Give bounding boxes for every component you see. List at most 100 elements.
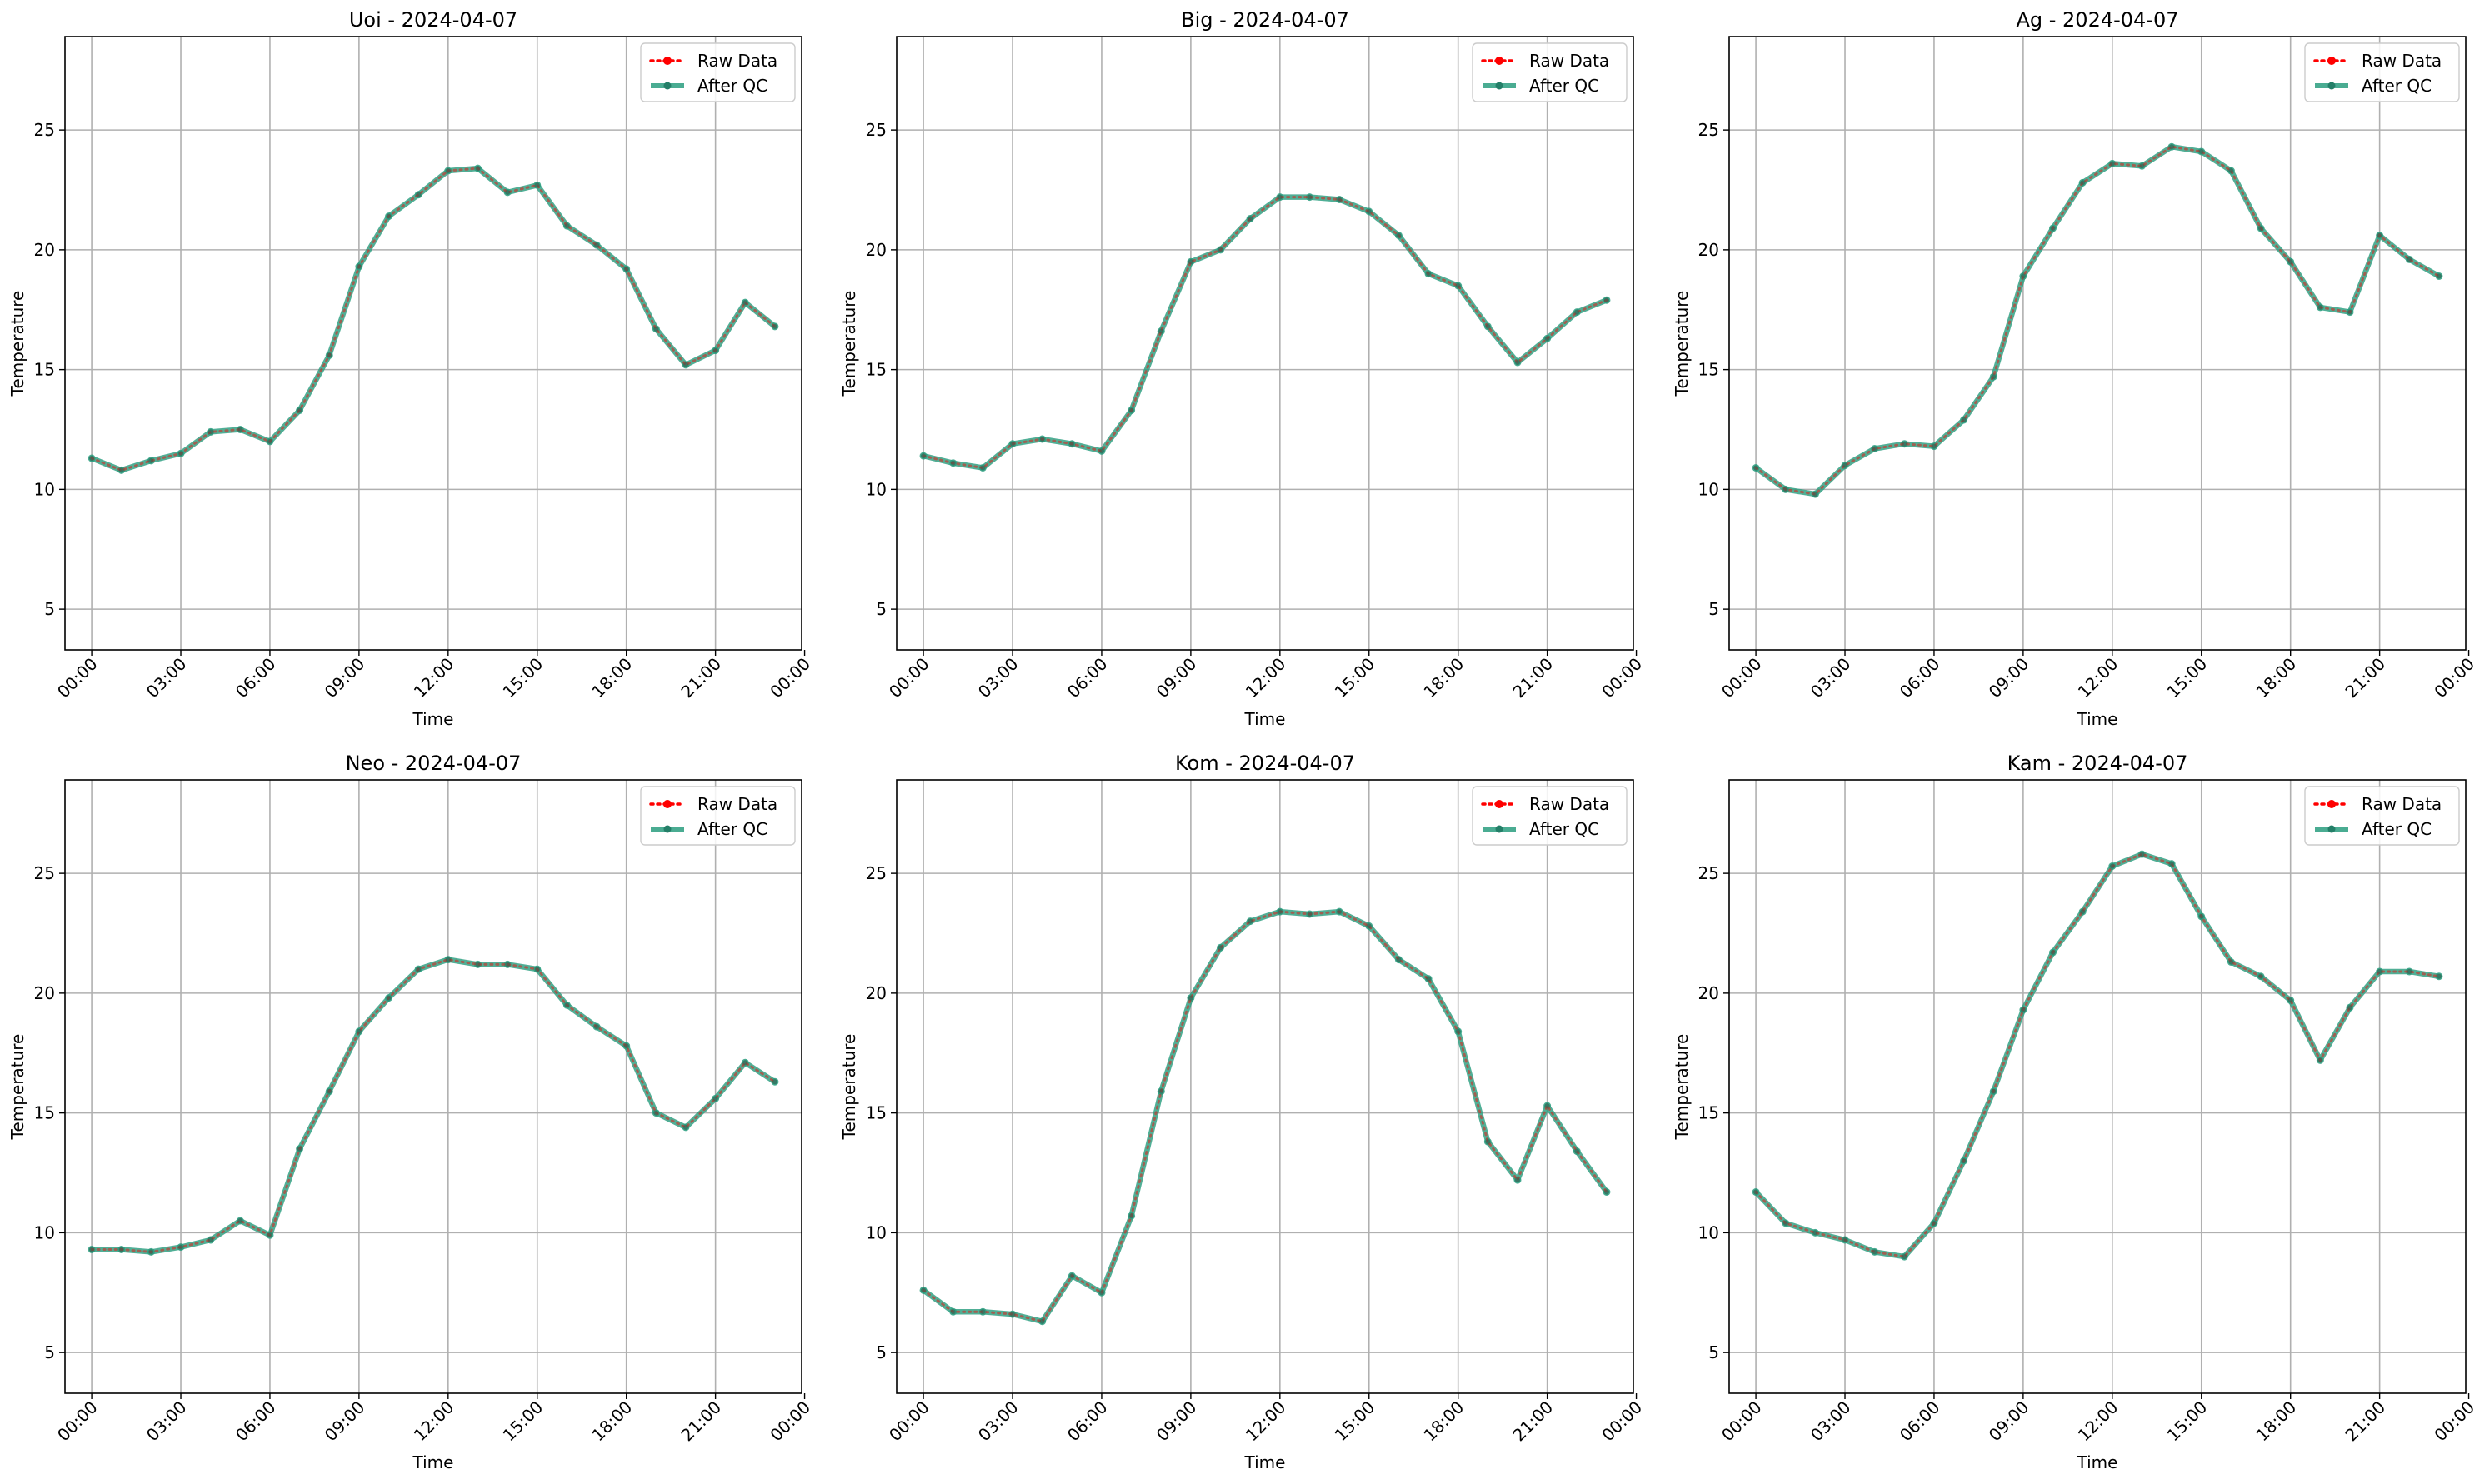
raw-data-point <box>475 962 481 967</box>
x-tick-label: 21:00 <box>677 654 725 702</box>
y-tick-label: 25 <box>1698 863 1719 883</box>
series-line-after-qc <box>88 165 778 473</box>
raw-data-point <box>475 166 481 172</box>
raw-data-point <box>1307 912 1312 917</box>
x-tick-label: 09:00 <box>1152 1397 1201 1446</box>
y-tick-label: 15 <box>1698 1103 1719 1123</box>
raw-data-point <box>1158 328 1164 334</box>
raw-data-point <box>386 213 392 219</box>
raw-data-point <box>1485 1139 1491 1145</box>
x-tick-label: 12:00 <box>410 654 458 702</box>
y-tick-label: 15 <box>34 360 55 380</box>
raw-data-point <box>2318 1057 2323 1063</box>
legend-raw-data-marker <box>663 57 672 65</box>
raw-data-point <box>2050 950 2056 955</box>
raw-data-point <box>2407 257 2412 262</box>
raw-data-point <box>1039 1318 1045 1324</box>
legend: Raw Data After QC <box>1472 42 1628 102</box>
x-tick-label: 15:00 <box>2163 654 2212 702</box>
y-tick-label: 10 <box>1698 1222 1719 1242</box>
raw-data-point <box>297 407 302 413</box>
x-tick-label: 15:00 <box>1331 1397 1379 1446</box>
raw-data-point <box>2347 309 2352 315</box>
raw-data-point <box>386 995 392 1001</box>
raw-data-point <box>445 168 451 173</box>
raw-data-point <box>267 438 272 444</box>
raw-data-point <box>118 1247 124 1252</box>
chart-panel-4: 5 10 15 20 25 00:00 03:00 06:00 09:00 12:00 15:00 1… <box>8 752 814 1472</box>
x-tick-label: 03:00 <box>1807 1397 1855 1446</box>
raw-data-point <box>1337 197 1342 202</box>
raw-data-point <box>2050 226 2056 231</box>
series-line-after-qc <box>88 957 778 1255</box>
legend-label-after-qc: After QC <box>698 819 768 839</box>
y-tick-label: 20 <box>34 240 55 260</box>
series-line-raw-data <box>90 958 777 1253</box>
raw-data-point <box>653 1110 659 1116</box>
legend-label-after-qc: After QC <box>2362 76 2432 96</box>
legend-after-qc-marker <box>1495 825 1503 833</box>
x-tick-label: 12:00 <box>2074 654 2122 702</box>
x-tick-label: 15:00 <box>1331 654 1379 702</box>
raw-data-point <box>2288 997 2293 1003</box>
raw-data-point <box>505 962 511 967</box>
chart-panel-1: 5 10 15 20 25 00:00 03:00 06:00 09:00 12:00 15:00 1… <box>8 8 814 729</box>
x-tick-label: 03:00 <box>1807 654 1855 702</box>
raw-data-point <box>1931 1220 1937 1226</box>
x-tick-label: 12:00 <box>1242 1397 1290 1446</box>
raw-data-point <box>1158 1088 1164 1094</box>
plot-area-frame <box>1728 779 2467 1394</box>
legend-label-after-qc: After QC <box>1529 76 1599 96</box>
x-tick-label: 18:00 <box>2252 1397 2301 1446</box>
chart-panel-6: 5 10 15 20 25 00:00 03:00 06:00 09:00 12:00 15:00 1… <box>1672 752 2478 1472</box>
raw-data-point <box>2377 232 2382 238</box>
legend: Raw Data After QC <box>640 42 796 102</box>
legend: Raw Data After QC <box>2304 786 2460 846</box>
x-axis-label: Time <box>2077 1452 2118 1472</box>
raw-data-point <box>623 1043 629 1049</box>
raw-data-point <box>1544 1103 1550 1108</box>
x-tick-label: 00:00 <box>1598 654 1646 702</box>
raw-data-point <box>1842 1237 1848 1242</box>
raw-data-point <box>2436 273 2442 279</box>
x-axis-label: Time <box>412 1452 454 1472</box>
raw-data-point <box>1812 492 1818 497</box>
x-tick-label: 06:00 <box>232 1397 280 1446</box>
raw-data-point <box>1248 918 1253 924</box>
raw-data-point <box>594 242 600 248</box>
raw-data-point <box>1961 1158 1967 1164</box>
y-tick-label: 20 <box>866 240 887 260</box>
y-tick-label: 5 <box>1708 599 1719 619</box>
raw-data-point <box>2436 973 2442 979</box>
raw-data-point <box>1931 443 1937 449</box>
raw-data-point <box>2080 909 2086 915</box>
x-tick-label: 03:00 <box>974 654 1022 702</box>
x-tick-label: 18:00 <box>2252 654 2301 702</box>
x-tick-label: 09:00 <box>321 1397 369 1446</box>
raw-data-point <box>1010 1312 1016 1317</box>
raw-data-point <box>2318 304 2323 310</box>
raw-data-point <box>1574 309 1580 315</box>
x-tick-label: 09:00 <box>1152 654 1201 702</box>
raw-data-point <box>2258 226 2264 231</box>
raw-data-point <box>1188 259 1193 265</box>
x-tick-label: 12:00 <box>410 1397 458 1446</box>
legend-raw-data-marker <box>1495 800 1503 808</box>
raw-data-point <box>1128 407 1134 413</box>
legend-raw-data-marker <box>2328 800 2336 808</box>
y-tick-label: 25 <box>1698 120 1719 140</box>
y-tick-label: 25 <box>866 863 887 883</box>
x-tick-label: 21:00 <box>2341 1397 2389 1446</box>
raw-data-point <box>2109 161 2115 167</box>
y-tick-label: 5 <box>876 1342 887 1362</box>
raw-data-point <box>2020 1007 2026 1012</box>
chart-panel-2: 5 10 15 20 25 00:00 03:00 06:00 09:00 12:00 15:00 1… <box>839 8 1646 729</box>
y-tick-label: 10 <box>1698 479 1719 499</box>
raw-data-point <box>327 1088 332 1094</box>
x-axis-label: Time <box>1244 1452 1286 1472</box>
x-tick-label: 06:00 <box>1896 1397 1944 1446</box>
x-tick-label: 18:00 <box>1420 654 1468 702</box>
series-line-after-qc <box>1752 143 2442 497</box>
raw-data-point <box>712 347 718 353</box>
x-tick-label: 00:00 <box>885 1397 933 1446</box>
